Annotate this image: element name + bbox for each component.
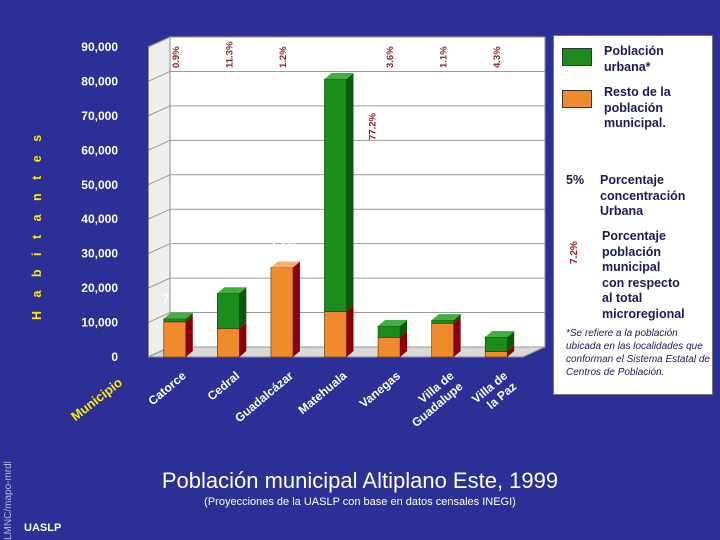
regional-pct-label: 1.1%	[439, 46, 450, 68]
x-tick-label-line: Vanegas	[357, 368, 404, 410]
bar-urban-side	[239, 287, 247, 329]
legend-swatch-rest	[562, 90, 592, 108]
y-tick-label: 0	[111, 350, 118, 364]
gridline	[147, 36, 545, 48]
regional-pct-label: 4.3%	[492, 46, 503, 68]
bar-rest	[484, 351, 508, 358]
bar-urban	[377, 325, 401, 338]
gridline	[147, 277, 545, 289]
y-tick-label: 60,000	[81, 143, 118, 157]
bar-rest	[163, 321, 187, 358]
regional-pct-label: 0.9%	[171, 46, 182, 68]
y-tick-label: 70,000	[81, 109, 118, 123]
chart-subtitle: (Proyecciones de la UASLP con base en da…	[204, 496, 516, 508]
bar-urban-side	[346, 73, 354, 312]
y-axis-label: H a b i t a n t e s	[30, 129, 44, 320]
y-tick-label: 90,000	[81, 40, 118, 54]
bar-urban-side	[400, 320, 408, 338]
urban-pct-label: 4.1%	[270, 240, 299, 254]
regional-pct-label: 1.2%	[278, 46, 289, 68]
bar-urban-side	[453, 314, 461, 324]
urban-pct-label: 36.7%	[373, 289, 408, 303]
gridline	[147, 70, 545, 82]
credit-side: LMNC/mapo-mrdl	[3, 461, 14, 540]
bar-top	[431, 314, 461, 321]
x-tick-label: Guadalcázar	[232, 368, 296, 425]
gridline	[147, 139, 545, 151]
bar-urban-side	[507, 331, 515, 352]
bar-urban	[324, 78, 347, 312]
urban-pct-label: 9.2%	[430, 289, 459, 303]
bar-top	[324, 73, 354, 80]
x-tick-label-line: Guadalcázar	[232, 368, 296, 425]
x-tick-label: Cedral	[205, 369, 243, 404]
legend-panel: Población urbana* Resto de la población …	[553, 35, 713, 395]
bar-urban-side	[185, 312, 193, 322]
legend-swatch-urban	[562, 48, 592, 66]
bar-rest-side	[507, 345, 515, 357]
x-tick-label-line: Cedral	[205, 369, 243, 404]
gridline	[147, 312, 545, 324]
bar-rest-side	[400, 331, 408, 357]
legend-footnote: *Se refiere a la población ubicada en la…	[566, 328, 710, 378]
bar-top	[163, 312, 193, 319]
x-tick-label-line: Catorce	[145, 368, 188, 408]
bar-rest-side	[453, 317, 461, 357]
gridline	[147, 105, 545, 117]
urban-pct-label: 55.0%	[213, 266, 248, 280]
urban-pct-label: 83.7%	[320, 52, 355, 66]
bar-rest	[324, 311, 347, 358]
y-tick-label: 30,000	[81, 247, 118, 261]
chart-title: Población municipal Altiplano Este, 1999	[161, 468, 559, 493]
x-tick-label: Matehuala	[295, 368, 349, 417]
urban-pct-label: 72.7%	[480, 291, 515, 305]
plot-side-wall	[147, 36, 171, 358]
legend-pct-urban-desc: Porcentaje concentración Urbana	[600, 173, 686, 218]
gridline	[147, 243, 545, 255]
gridline	[147, 208, 545, 220]
urban-pct-label: 7.8%	[163, 292, 192, 306]
legend-label-urban: Población urbana*	[604, 44, 664, 74]
y-tick-label: 10,000	[81, 316, 118, 330]
x-tick-label: Villa deGuadalupe	[400, 368, 466, 430]
gridline	[147, 174, 545, 186]
y-tick-label: 80,000	[81, 74, 118, 88]
bar-rest-side	[185, 315, 193, 357]
bar-top	[217, 287, 247, 294]
bar-rest	[431, 322, 454, 358]
legend-label-rest: Resto de la población municipal.	[604, 85, 671, 130]
regional-pct-label: 11.3%	[224, 41, 235, 68]
bar-urban	[484, 336, 508, 352]
bar-top	[270, 261, 300, 268]
x-tick-label: Catorce	[145, 368, 188, 408]
bar-rest-side	[239, 322, 247, 357]
bar-top	[378, 320, 408, 326]
regional-pct-label: 77.2%	[368, 113, 379, 140]
bar-rest-side	[346, 305, 354, 357]
bar-rest-side	[292, 261, 300, 357]
credit-bottom: UASLP	[24, 522, 62, 534]
bar-rest	[270, 267, 294, 358]
x-tick-label-line: Matehuala	[295, 368, 349, 417]
legend-pct-example: 5%	[566, 173, 585, 187]
legend-pct-regional-example: 7.2%	[569, 241, 580, 264]
y-tick-label: 40,000	[81, 212, 118, 226]
x-tick-label: Vanegas	[357, 368, 404, 410]
bar-top	[485, 331, 515, 338]
y-tick-label: 20,000	[81, 281, 118, 295]
bar-urban	[217, 292, 240, 329]
bar-urban	[431, 319, 454, 324]
y-tick-label: 50,000	[81, 178, 118, 192]
regional-pct-label: 3.6%	[385, 46, 396, 68]
bar-rest	[217, 328, 240, 358]
legend-pct-regional-desc: Porcentaje población municipal con respe…	[602, 229, 685, 321]
bar-rest	[377, 337, 401, 358]
x-tick-label: Villa dela Paz	[469, 368, 519, 417]
bar-urban	[163, 318, 187, 323]
